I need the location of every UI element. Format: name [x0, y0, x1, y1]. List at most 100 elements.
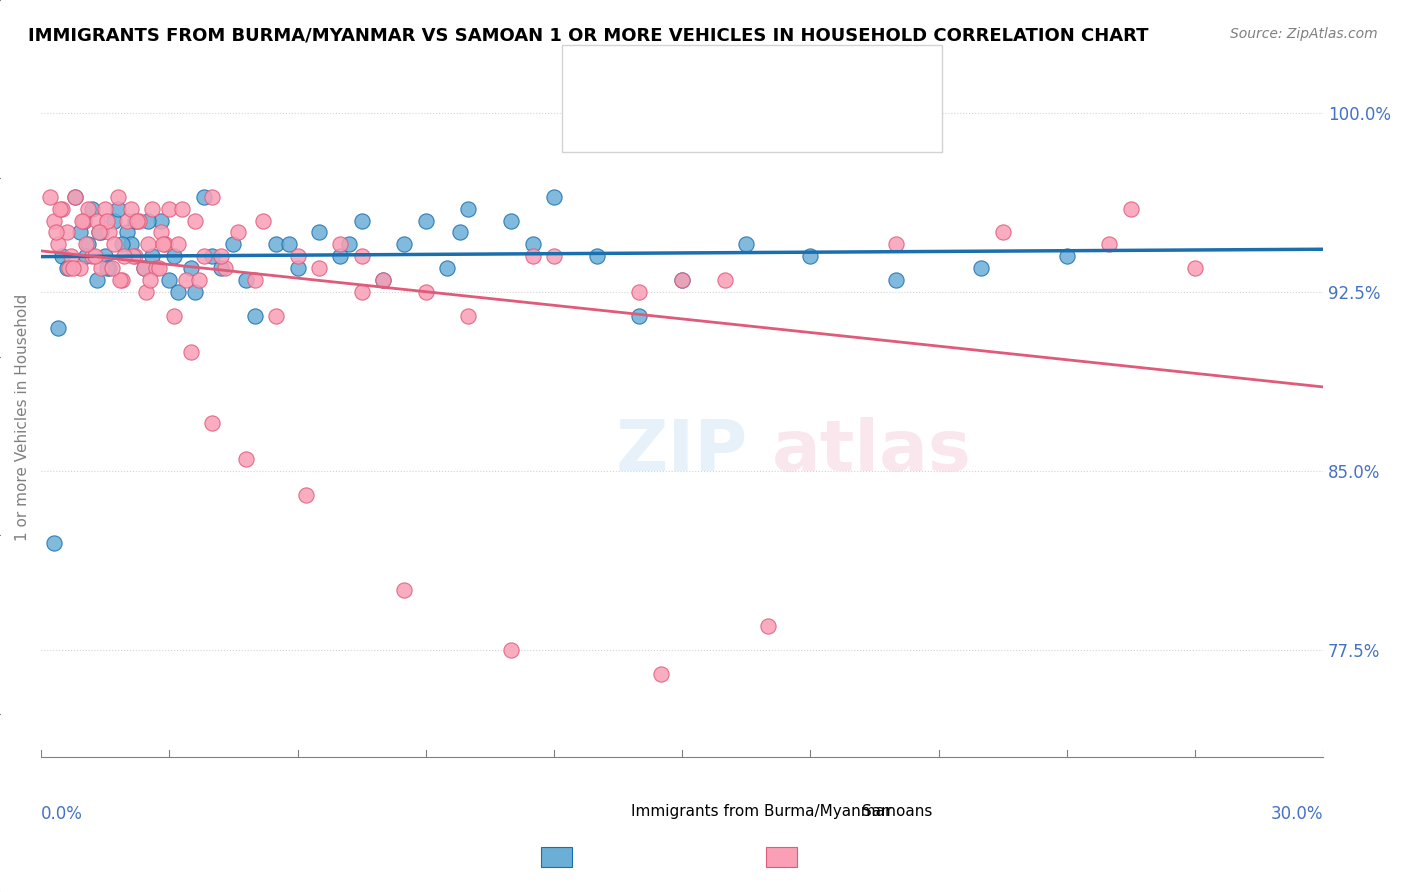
Text: ZIP: ZIP — [616, 417, 748, 486]
Text: 61: 61 — [752, 64, 772, 78]
Point — [82, 249, 104, 263]
Text: Immigrants from Burma/Myanmar: Immigrants from Burma/Myanmar — [631, 805, 891, 819]
Point — [135, 285, 157, 299]
Point — [136, 213, 159, 227]
Point — [70, 213, 93, 227]
Point — [75, 249, 97, 263]
Point — [153, 237, 176, 252]
Text: atlas: atlas — [772, 417, 972, 486]
Text: -0.027: -0.027 — [654, 113, 703, 128]
Point — [201, 249, 224, 263]
Point — [124, 213, 146, 227]
Point — [108, 273, 131, 287]
Point — [111, 273, 134, 287]
Text: 0.362: 0.362 — [654, 64, 697, 78]
Point — [77, 237, 100, 252]
Point — [585, 249, 607, 263]
Point — [136, 237, 159, 252]
Point — [415, 213, 437, 227]
Point — [77, 202, 100, 216]
Point — [96, 213, 118, 227]
Point — [350, 249, 373, 263]
Point — [86, 273, 108, 287]
Text: R =: R = — [612, 64, 645, 78]
Point — [65, 190, 87, 204]
Point — [184, 285, 207, 299]
Point — [714, 273, 737, 287]
Point — [201, 190, 224, 204]
Point — [970, 261, 993, 276]
Point — [100, 261, 122, 276]
Point — [45, 226, 67, 240]
Y-axis label: 1 or more Vehicles in Household: 1 or more Vehicles in Household — [15, 293, 30, 541]
Point — [65, 190, 87, 204]
Point — [58, 261, 80, 276]
Point — [46, 321, 69, 335]
Point — [287, 249, 309, 263]
Point — [501, 213, 523, 227]
Point — [394, 583, 416, 598]
Point — [127, 213, 149, 227]
Point — [884, 273, 907, 287]
Point — [90, 261, 112, 276]
Text: 30.0%: 30.0% — [1271, 805, 1323, 823]
Point — [184, 213, 207, 227]
Point — [103, 213, 125, 227]
Point — [394, 237, 416, 252]
Point — [149, 213, 172, 227]
Point — [87, 226, 110, 240]
Point — [1184, 261, 1206, 276]
Point — [308, 261, 330, 276]
Point — [49, 202, 72, 216]
Point — [235, 452, 257, 467]
Point — [1056, 249, 1078, 263]
Text: 88: 88 — [752, 113, 772, 128]
Point — [107, 190, 129, 204]
Point — [111, 237, 134, 252]
Point — [628, 285, 651, 299]
Point — [180, 261, 202, 276]
Point — [650, 666, 672, 681]
Point — [176, 273, 198, 287]
Point — [329, 237, 352, 252]
Point — [51, 249, 73, 263]
Point — [73, 213, 96, 227]
Text: N =: N = — [710, 113, 749, 128]
Point — [193, 190, 215, 204]
Point — [90, 226, 112, 240]
Point — [94, 249, 117, 263]
Point — [124, 249, 146, 263]
Point — [132, 261, 155, 276]
Point — [501, 643, 523, 657]
Point — [120, 202, 142, 216]
Point — [308, 226, 330, 240]
Point — [522, 249, 544, 263]
Point — [799, 249, 821, 263]
Point — [115, 213, 138, 227]
Text: Samoans: Samoans — [862, 805, 932, 819]
Point — [436, 261, 458, 276]
Point — [735, 237, 758, 252]
Point — [449, 226, 471, 240]
Point — [287, 261, 309, 276]
Point — [86, 213, 108, 227]
Point — [222, 237, 245, 252]
Point — [38, 190, 60, 204]
Text: R =: R = — [612, 113, 645, 128]
Point — [167, 285, 190, 299]
Point — [628, 309, 651, 323]
Point — [209, 249, 232, 263]
Point — [350, 213, 373, 227]
Point — [132, 261, 155, 276]
Point — [991, 226, 1014, 240]
Point — [1098, 237, 1121, 252]
Point — [329, 249, 352, 263]
Point — [75, 237, 97, 252]
Point — [98, 226, 121, 240]
Point — [69, 226, 91, 240]
Point — [51, 202, 73, 216]
Point — [193, 249, 215, 263]
Point — [87, 226, 110, 240]
Point — [55, 261, 77, 276]
Point — [371, 273, 394, 287]
